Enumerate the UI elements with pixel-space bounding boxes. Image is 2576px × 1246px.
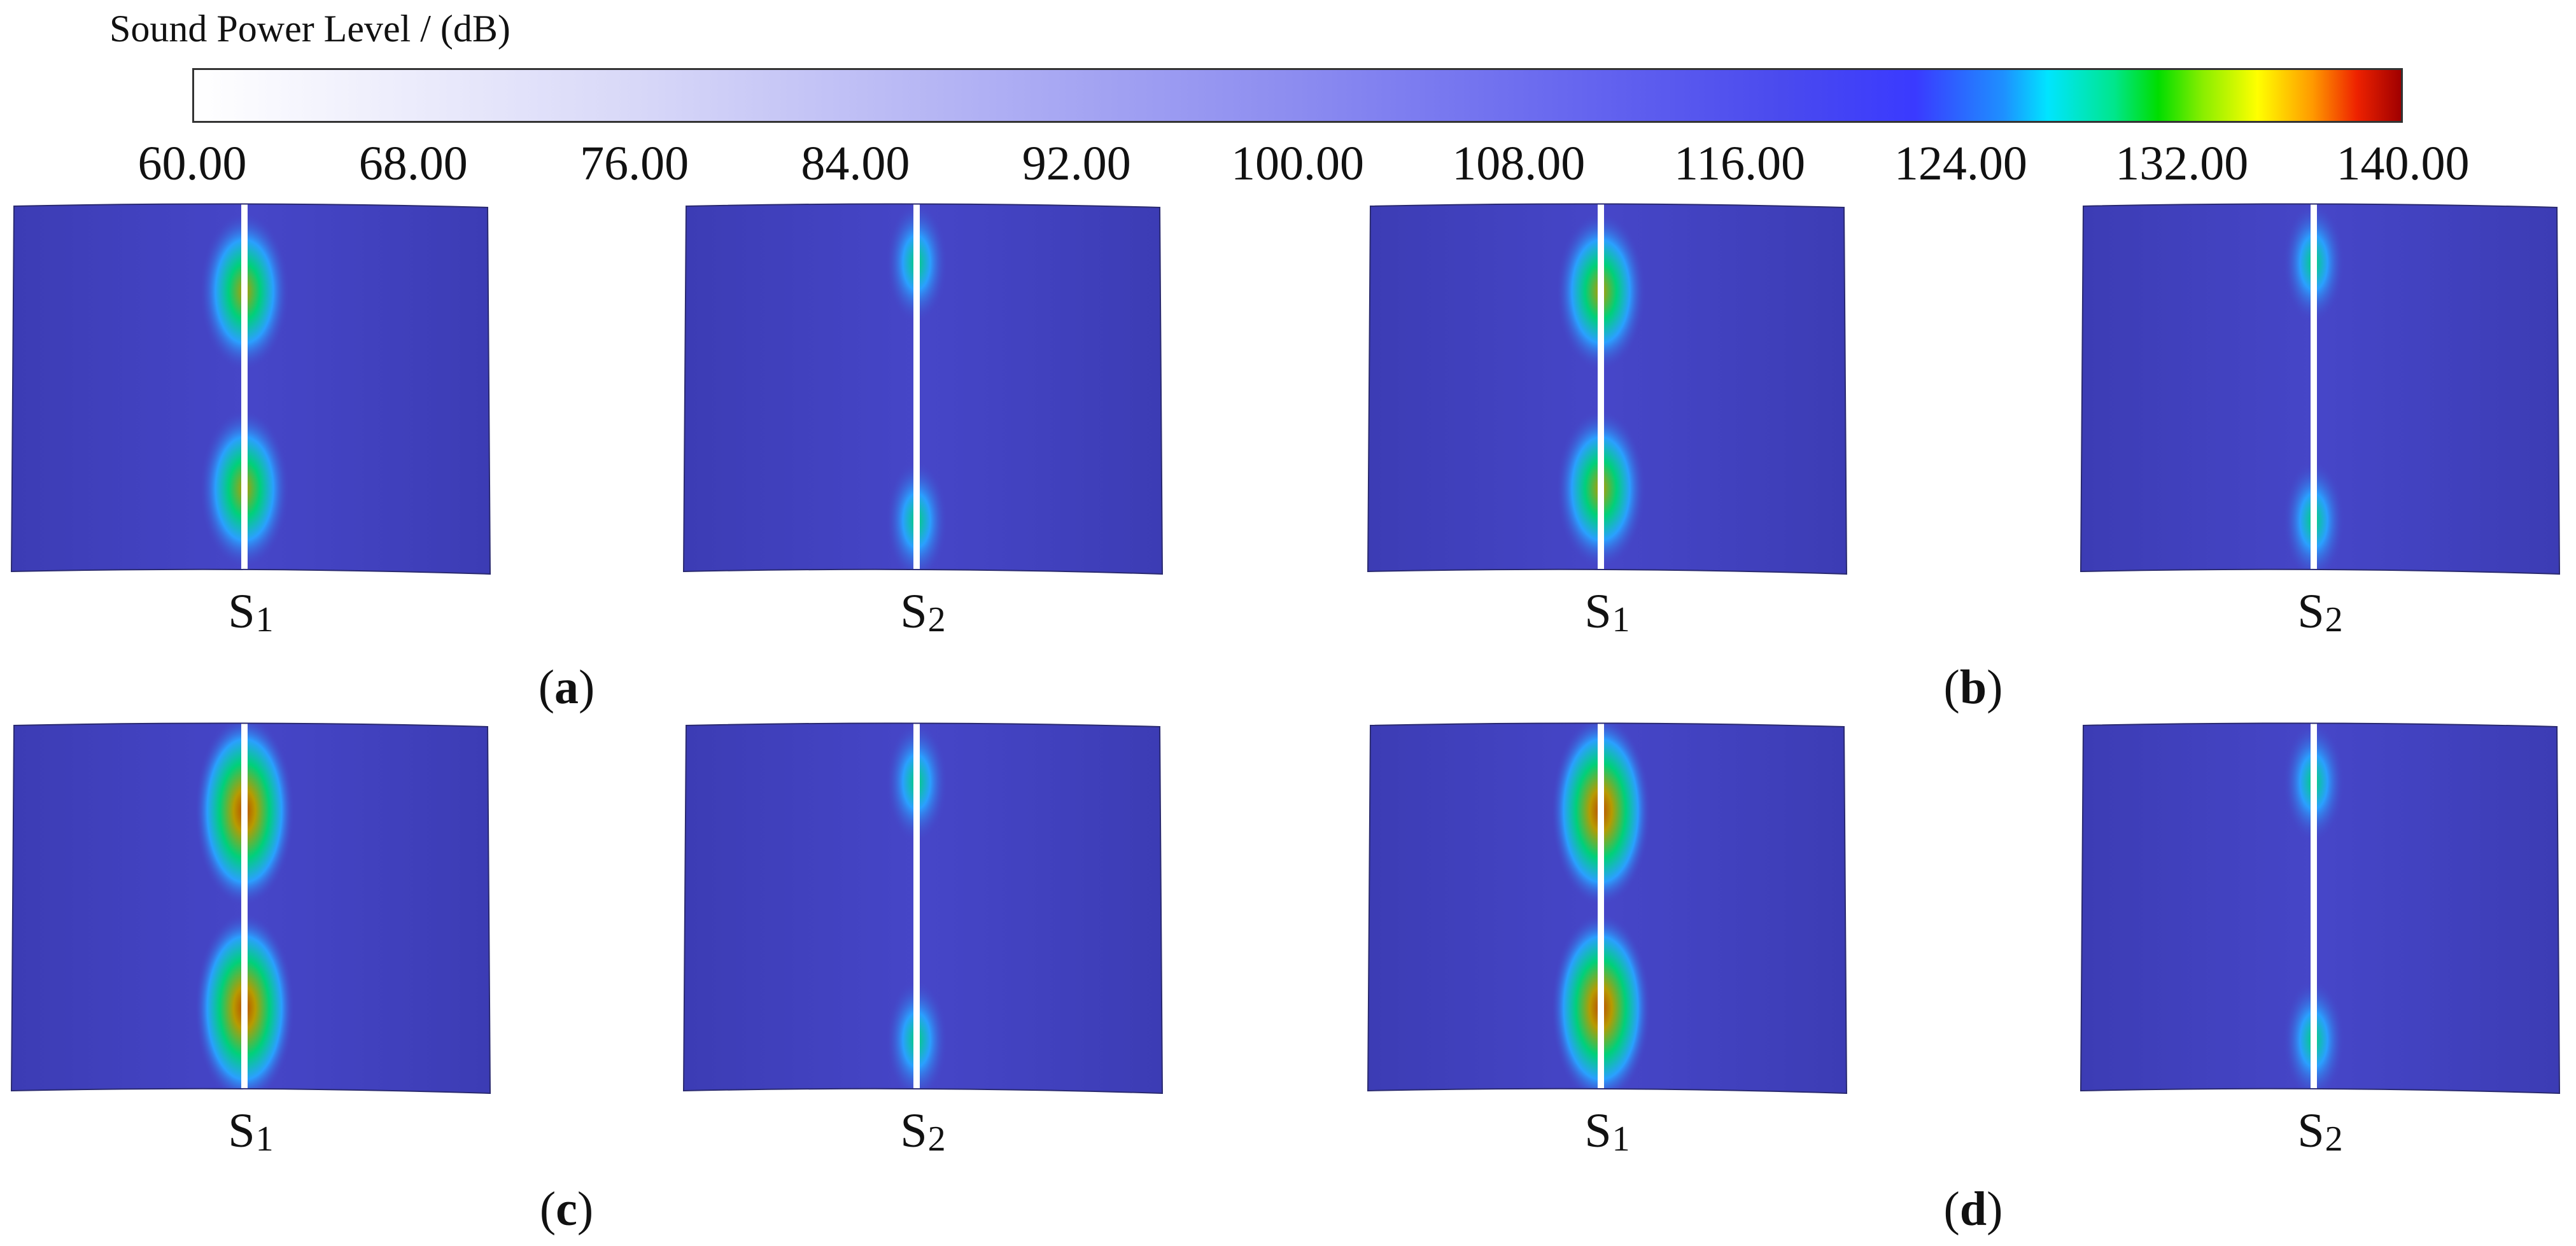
panel-outline [2080,203,2561,575]
paren-open: ( [1943,1182,1960,1236]
surface-index: 2 [927,600,946,640]
subfigure-letter: d [1959,1182,1987,1236]
surface-name: S [1584,585,1612,638]
colorbar-tick-label: 68.00 [358,137,468,190]
paren-close: ) [1987,661,2003,714]
colorbar-tick-label: 124.00 [1894,137,2027,190]
panel-outline [1367,203,1848,575]
colorbar-tick-label: 140.00 [2336,137,2470,190]
subfigure-label: (d) [1944,1180,2003,1238]
blade-slit [2311,723,2317,1093]
surface-label: S1 [1584,1102,1629,1164]
surface-label: S2 [2297,1102,2342,1164]
panel-outline [682,722,1164,1095]
surface-label: S2 [2297,583,2342,645]
contour-panel [10,203,491,575]
surface-index: 2 [2325,1119,2343,1159]
blade-slit [1598,723,1604,1093]
subfigure-letter: a [554,661,579,714]
surface-index: 1 [255,1119,274,1159]
surface-label: S2 [900,583,945,645]
paren-open: ( [539,1182,556,1236]
subfigure-label: (c) [540,1180,593,1238]
paren-open: ( [538,661,554,714]
panel-outline [682,203,1164,575]
colorbar-tick-label: 76.00 [580,137,689,190]
colorbar-tick-label: 116.00 [1674,137,1806,190]
subfigure-letter: b [1959,661,1987,714]
colorbar [192,68,2403,123]
blade-slit [913,723,920,1093]
surface-index: 2 [2325,600,2343,640]
surface-name: S [900,585,927,638]
surface-index: 2 [927,1119,946,1159]
blade-slit [241,723,248,1093]
colorbar-tick-label: 132.00 [2115,137,2249,190]
contour-panel [10,722,491,1095]
blade-slit [913,204,920,574]
panel-outline [10,722,491,1095]
surface-name: S [900,1104,927,1158]
contour-panel [682,203,1164,575]
surface-name: S [2297,1104,2325,1158]
surface-index: 1 [255,600,274,640]
subfigure-label: (a) [538,659,595,716]
panel-outline [2080,722,2561,1095]
contour-panel [1367,722,1848,1095]
paren-close: ) [1987,1182,2003,1236]
colorbar-tick-label: 84.00 [801,137,910,190]
colorbar-tick-label: 60.00 [137,137,247,190]
surface-name: S [228,585,255,638]
surface-name: S [1584,1104,1612,1158]
blade-slit [2311,204,2317,574]
contour-panel [1367,203,1848,575]
blade-slit [241,204,248,574]
surface-index: 1 [1612,600,1630,640]
paren-close: ) [579,661,595,714]
paren-close: ) [577,1182,594,1236]
surface-label: S1 [228,583,273,645]
surface-name: S [2297,585,2325,638]
surface-label: S1 [228,1102,273,1164]
colorbar-tick-label: 100.00 [1231,137,1364,190]
surface-label: S1 [1584,583,1629,645]
subfigure-label: (b) [1944,659,2003,716]
surface-index: 1 [1612,1119,1630,1159]
panel-outline [1367,722,1848,1095]
contour-panel [2080,722,2561,1095]
colorbar-tick-label: 92.00 [1022,137,1131,190]
contour-panel [2080,203,2561,575]
colorbar-title: Sound Power Level / (dB) [109,8,510,50]
contour-panel [682,722,1164,1095]
paren-open: ( [1943,661,1960,714]
surface-name: S [228,1104,255,1158]
colorbar-tick-label: 108.00 [1452,137,1586,190]
panel-outline [10,203,491,575]
subfigure-letter: c [556,1182,577,1236]
surface-label: S2 [900,1102,945,1164]
blade-slit [1598,204,1604,574]
